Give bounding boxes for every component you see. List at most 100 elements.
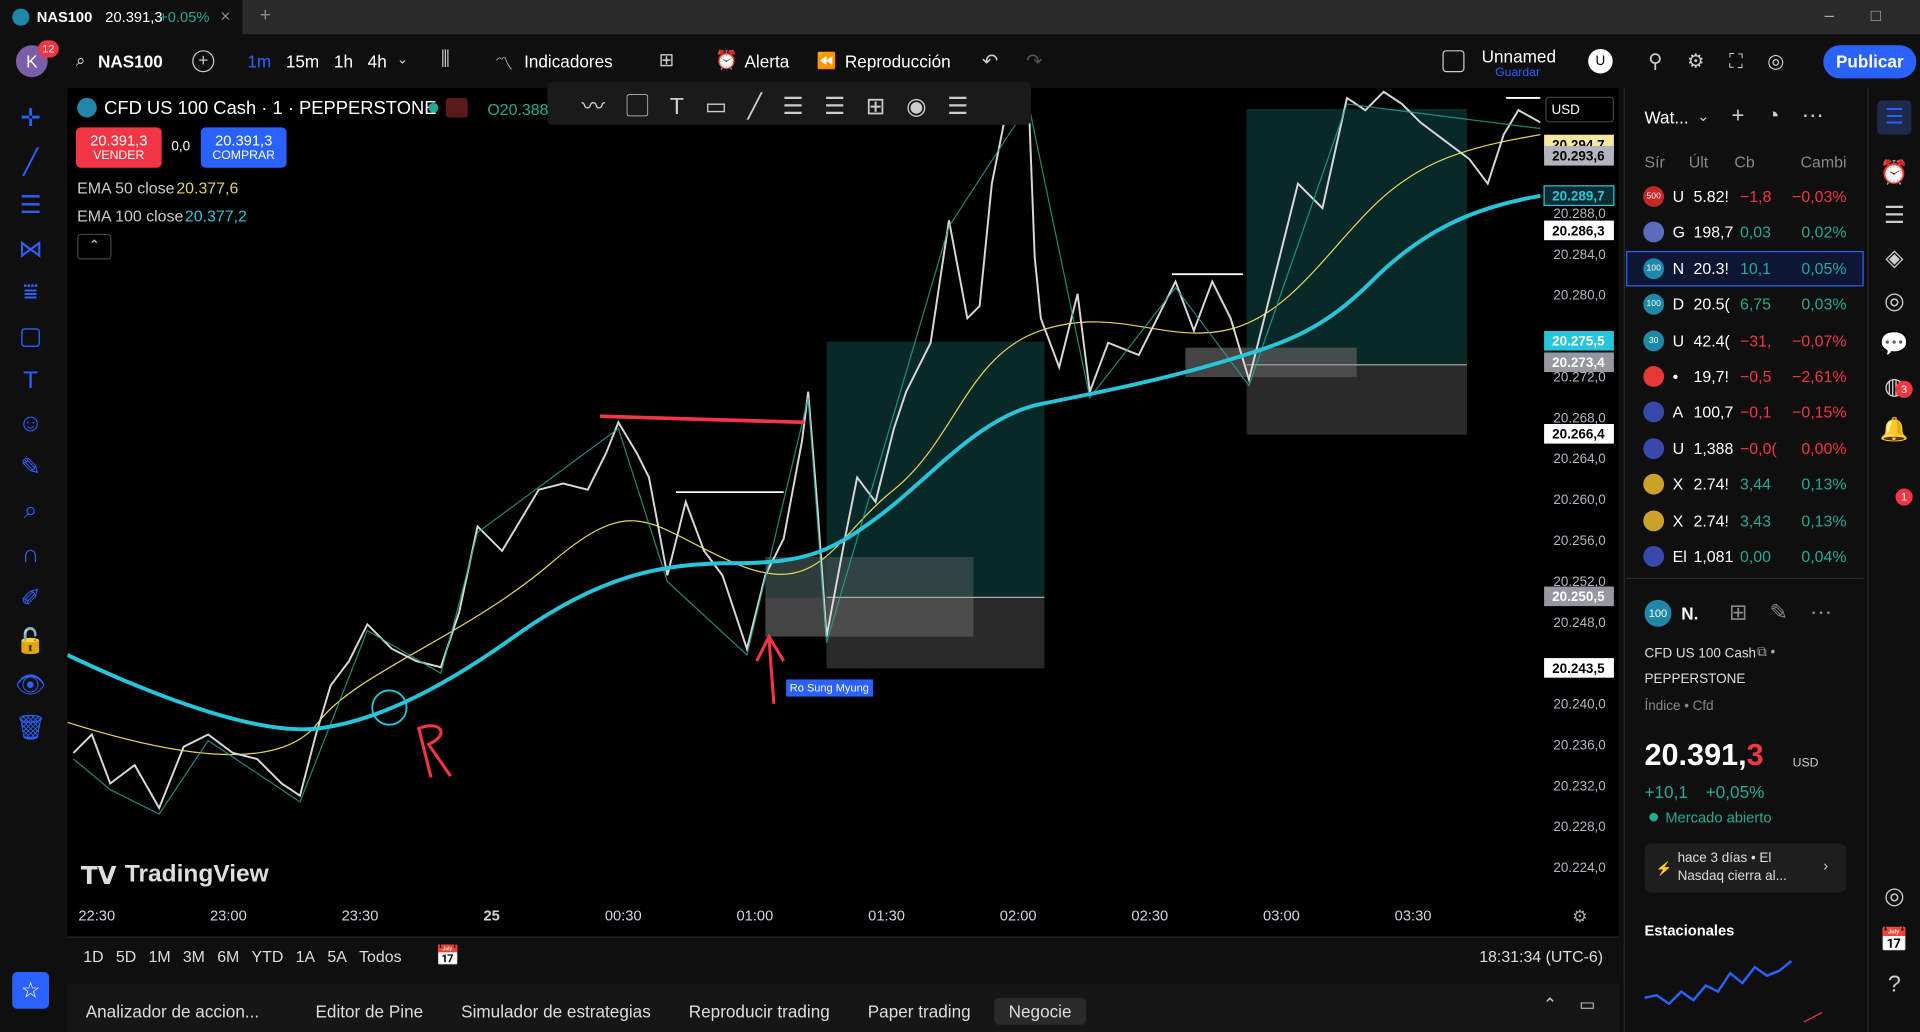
tab-close[interactable]: × [220, 6, 231, 26]
watchlist-actions[interactable]: +◔⋯ [1731, 102, 1846, 128]
watchlist-column[interactable]: Últ [1688, 153, 1709, 172]
row-change: −1,8 [1740, 187, 1772, 206]
range-button[interactable]: 3M [182, 947, 205, 966]
floating-drawing-tools[interactable]: 〰▢T▭╱☰☰⊞◉☰ [581, 94, 989, 120]
legend-symbol: CFD US 100 Cash · 1 · PEPPERSTONE [104, 97, 437, 119]
watchlist-column[interactable]: Cambi [1800, 153, 1847, 172]
symbol-search[interactable]: NAS100 [97, 51, 163, 72]
row-percent: 0,00% [1801, 439, 1847, 458]
user-avatar[interactable]: U [1588, 48, 1613, 74]
alert-button[interactable]: Alerta [744, 51, 790, 72]
details-symbol: N. [1681, 603, 1699, 624]
time-tick-label: 23:30 [342, 909, 379, 925]
price-tick-label: 20.288,0 [1553, 206, 1605, 221]
interval-button[interactable]: 4h [367, 51, 387, 72]
interval-button[interactable]: 1h [333, 51, 353, 72]
panel-controls[interactable]: ⌃▭ [1542, 994, 1618, 1014]
row-percent: 0,04% [1801, 547, 1847, 566]
compare-button[interactable]: + [192, 50, 215, 73]
new-tab[interactable]: + [259, 4, 272, 26]
drawing-tools[interactable]: ✛ ╱ ☰ ⋈ ⩸ ▢ T ☺ ✎ ⌕ ∩ ✐ 🔓 👁 🗑 [15, 105, 47, 743]
browser-tab[interactable] [0, 0, 243, 35]
time-tick-label: 23:00 [210, 909, 247, 925]
bottom-tab[interactable]: Analizador de accion... [85, 1001, 260, 1021]
sidebar-icons[interactable]: ⏰ ☰ ◈ ◎ 💬 ◍ 🔔 [1879, 160, 1909, 444]
position-box [765, 597, 974, 637]
price-label: 20.266,4 [1552, 427, 1605, 442]
bottom-tab[interactable]: Paper trading [867, 1001, 971, 1021]
symbol-icon: 30 [1643, 330, 1665, 351]
range-button[interactable]: 5A [327, 947, 347, 966]
status-dot [1649, 812, 1658, 822]
time-tick-label: 01:30 [868, 909, 905, 925]
row-percent: 0,02% [1801, 223, 1847, 242]
layout-icon[interactable] [1442, 50, 1465, 73]
range-button[interactable]: 6M [217, 947, 240, 966]
watermark: TradingView [124, 860, 269, 888]
watchlist-column[interactable]: Sír [1644, 153, 1665, 172]
undo[interactable]: ↶ [982, 51, 999, 73]
range-button[interactable]: 5D [115, 947, 137, 966]
news-card[interactable] [1644, 843, 1847, 893]
replay-button[interactable]: Reproducción [844, 51, 951, 72]
symbol-icon [1643, 473, 1665, 495]
range-button[interactable]: 1A [295, 947, 316, 966]
watchlist-column[interactable]: Cb [1734, 153, 1755, 172]
details-link[interactable]: ⧉ • [1757, 645, 1776, 660]
row-change: −0,0( [1740, 439, 1777, 458]
range-button[interactable]: Todos [359, 947, 402, 966]
symbol-icon [1643, 222, 1665, 243]
symbol-icon: 100 [1643, 258, 1665, 279]
axis-settings[interactable]: ⚙ [1572, 905, 1588, 926]
details-status: Mercado abierto [1665, 809, 1772, 827]
row-last: 5.82! [1693, 187, 1729, 206]
bottom-tab[interactable]: Editor de Pine [315, 1001, 424, 1021]
go-to-date[interactable]: 📅 [435, 946, 461, 968]
sidebar-bottom-icons[interactable]: ◎ 📅 ? [1879, 883, 1909, 998]
layout-name[interactable]: Unnamed [1481, 46, 1556, 67]
price-tick-label: 20.268,0 [1553, 410, 1605, 425]
templates-button[interactable]: ⊞ [658, 50, 675, 72]
toolbar-icons[interactable]: ⚲⚙⛶◎ [1648, 51, 1809, 73]
bottom-tab[interactable]: Simulador de estrategias [461, 1001, 651, 1021]
divider [1867, 88, 1869, 1032]
ema100-label: EMA 100 close [77, 206, 184, 226]
buy-button[interactable] [200, 127, 287, 168]
row-symbol: G [1672, 223, 1686, 242]
floating-drawing-bar [547, 82, 1032, 125]
interval-button[interactable]: 15m [285, 51, 320, 72]
sell-button[interactable] [75, 127, 162, 168]
row-change: 3,44 [1740, 475, 1772, 494]
range-button[interactable]: 1D [83, 947, 104, 966]
buy-label: COMPRAR [212, 149, 275, 163]
interval-button[interactable]: 1m [247, 51, 272, 72]
watchlist-dropdown[interactable]: ⌄ [1697, 107, 1710, 125]
watchlist-row[interactable] [1626, 250, 1864, 287]
favorites-button[interactable]: ☆ [12, 972, 49, 1009]
row-last: 19,7! [1693, 367, 1729, 386]
row-last: 20.5( [1693, 295, 1730, 314]
bottom-tab[interactable]: Negocie [993, 997, 1087, 1025]
details-price: 20.391,3 [1645, 738, 1764, 774]
range-button[interactable]: YTD [251, 947, 284, 966]
currency-selector[interactable]: USD [1545, 96, 1614, 123]
seasonals-title: Estacionales [1644, 921, 1735, 939]
price-label-box [1544, 220, 1614, 241]
row-percent: 0,13% [1801, 511, 1847, 530]
chart-type[interactable]: ⫼ [440, 48, 450, 70]
time-tick-label: 01:00 [737, 909, 774, 925]
bottom-tab[interactable]: Reproducir trading [688, 1001, 830, 1021]
details-actions[interactable]: ⊞✎⋯ [1728, 599, 1855, 625]
chart-pane: 20.288,0 20.284,0 20.280,0 20.272,0 20.268,0… [67, 88, 1619, 937]
watchlist-title[interactable]: Wat... [1644, 107, 1689, 128]
window-controls[interactable]: –□✕ [1824, 4, 1920, 25]
indicators-button[interactable]: Indicadores [524, 51, 613, 72]
range-button[interactable]: 1M [148, 947, 171, 966]
redo[interactable]: ↷ [1026, 51, 1043, 73]
legend-collapse[interactable]: ⌃ [77, 233, 112, 260]
interval-dropdown[interactable]: ⌄ [396, 52, 409, 68]
publish-button[interactable]: Publicar [1823, 45, 1917, 79]
market-status-dot [428, 102, 439, 113]
watchlist-button[interactable]: ☰ [1877, 100, 1912, 135]
row-symbol: U [1672, 331, 1685, 350]
